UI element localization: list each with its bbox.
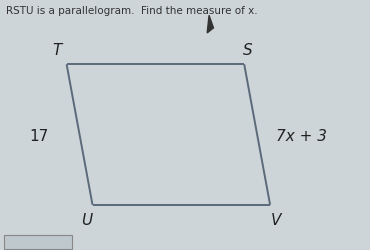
Text: U: U: [81, 212, 92, 228]
Polygon shape: [207, 16, 213, 34]
Text: S: S: [243, 42, 253, 58]
FancyBboxPatch shape: [4, 235, 72, 249]
Text: T: T: [53, 42, 62, 58]
Text: 17: 17: [29, 129, 48, 144]
Text: V: V: [270, 212, 281, 228]
Text: RSTU is a parallelogram.  Find the measure of x.: RSTU is a parallelogram. Find the measur…: [6, 6, 257, 16]
Text: 7x + 3: 7x + 3: [276, 129, 327, 144]
